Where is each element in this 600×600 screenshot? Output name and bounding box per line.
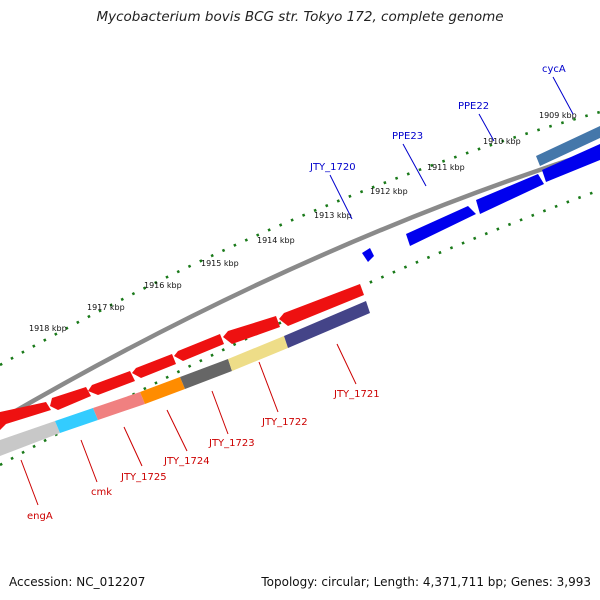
gene-block[interactable]: [50, 387, 91, 410]
reverse-outer-track: [0, 284, 364, 430]
genome-info: Topology: circular; Length: 4,371,711 bp…: [261, 575, 591, 589]
kbp-tick-label: 1909 kbp: [539, 111, 577, 120]
label-leader-line: [552, 76, 574, 115]
gene-block[interactable]: [476, 174, 544, 214]
label-leader-line: [478, 113, 495, 142]
label-leader-line: [258, 361, 279, 413]
gene-bar[interactable]: [140, 377, 185, 404]
gene-label[interactable]: JTY_1722: [261, 417, 308, 428]
gene-bar[interactable]: [93, 392, 145, 420]
kbp-tick-label: 1917 kbp: [87, 303, 125, 312]
gene-block[interactable]: [223, 316, 280, 344]
gene-label[interactable]: PPE23: [392, 131, 423, 142]
gene-label[interactable]: cycA: [542, 64, 566, 75]
accession-label: Accession: NC_012207: [9, 575, 146, 589]
label-leader-line: [211, 390, 229, 435]
gene-label[interactable]: JTY_1723: [208, 438, 255, 449]
reverse-inner-track: [0, 301, 370, 456]
kbp-tick-label: 1915 kbp: [201, 259, 239, 268]
map-title: Mycobacterium bovis BCG str. Tokyo 172, …: [96, 9, 504, 25]
gene-block[interactable]: [0, 402, 51, 430]
kbp-tick-label: 1918 kbp: [29, 324, 67, 333]
gene-label[interactable]: PPE22: [458, 101, 489, 112]
label-leader-line: [166, 409, 188, 452]
label-leader-line: [402, 143, 427, 187]
gene-label[interactable]: JTY_1725: [120, 472, 167, 483]
gene-bar[interactable]: [55, 408, 98, 433]
outer-tick-dots: [0, 110, 600, 367]
label-leader-line: [20, 459, 39, 506]
kbp-tick-label: 1910 kbp: [483, 137, 521, 146]
gene-label[interactable]: JTY_1724: [163, 456, 210, 467]
kbp-tick-label: 1912 kbp: [370, 187, 408, 196]
kbp-ticks: 1909 kbp 1910 kbp 1911 kbp 1912 kbp 1913 kbp…: [29, 111, 577, 333]
gene-block[interactable]: [279, 284, 364, 326]
gene-block[interactable]: [542, 144, 600, 182]
gene-block[interactable]: [536, 126, 600, 166]
gene-bar[interactable]: [180, 359, 232, 389]
gene-label[interactable]: cmk: [91, 487, 112, 498]
gene-block[interactable]: [132, 354, 176, 378]
gene-block[interactable]: [406, 206, 476, 246]
label-leader-line: [123, 426, 143, 467]
gene-bar[interactable]: [0, 421, 60, 456]
label-leader-line: [329, 174, 353, 220]
gene-block[interactable]: [362, 248, 374, 262]
gene-label[interactable]: JTY_1721: [333, 389, 380, 400]
gene-block[interactable]: [174, 334, 224, 361]
label-leader-line: [336, 343, 357, 385]
kbp-tick-label: 1914 kbp: [257, 236, 295, 245]
gene-bar[interactable]: [228, 336, 288, 371]
gene-block[interactable]: [88, 371, 135, 395]
kbp-tick-label: 1913 kbp: [314, 211, 352, 220]
gene-labels: cycA PPE22 PPE23 JTY_1720 JTY_1721 JTY_1722 JT…: [20, 64, 574, 522]
label-leader-line: [80, 439, 98, 483]
kbp-tick-label: 1916 kbp: [144, 281, 182, 290]
gene-label[interactable]: engA: [27, 511, 53, 522]
gene-label[interactable]: JTY_1720: [309, 162, 356, 173]
forward-track: [362, 126, 600, 262]
genome-backbone: [0, 147, 600, 422]
gene-bar[interactable]: [284, 301, 370, 348]
kbp-tick-label: 1911 kbp: [427, 163, 465, 172]
